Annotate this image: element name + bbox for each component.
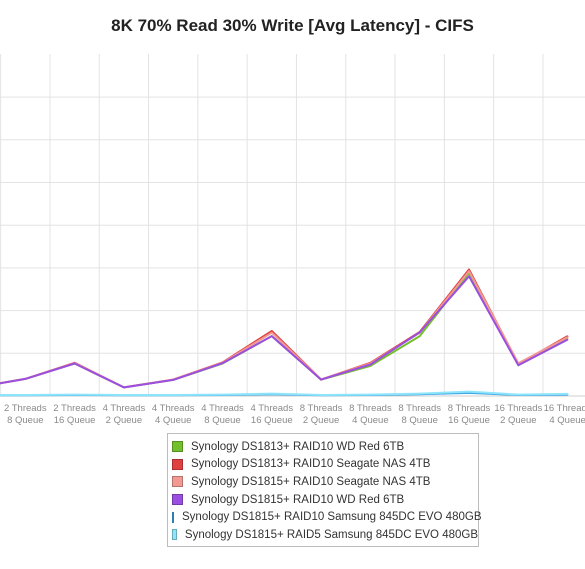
series-line-3: [0, 270, 569, 389]
data-point: [320, 378, 322, 381]
legend: Synology DS1813+ RAID10 WD Red 6TB Synolo…: [167, 433, 482, 547]
legend-swatch: [172, 476, 183, 488]
x-tick-label-queue: 16 Queue: [54, 415, 96, 426]
data-point: [566, 338, 569, 341]
data-point: [172, 394, 174, 396]
legend-label: Synology DS1813+ RAID10 Seagate NAS 4TB: [191, 458, 431, 471]
x-tick-label-threads: 4 Threads: [103, 403, 146, 414]
legend-swatch: [172, 441, 183, 453]
legend-label: Synology DS1813+ RAID10 WD Red 6TB: [191, 440, 405, 453]
x-tick-label-queue: 16 Queue: [448, 415, 490, 426]
x-tick-label-queue: 16 Queue: [251, 415, 293, 426]
x-tick-label-queue: 4 Queue: [155, 415, 191, 426]
x-tick-label-queue: 8 Queue: [204, 415, 240, 426]
legend-label: Synology DS1815+ RAID5 Samsung 845DC EVO…: [184, 528, 478, 541]
data-point: [221, 393, 224, 396]
x-tick-label-threads: 16 Threads: [494, 403, 542, 414]
x-tick-label-queue: 2 Queue: [500, 415, 536, 426]
x-tick-label-threads: 4 Threads: [250, 403, 293, 414]
series-line-4: [0, 275, 569, 389]
data-point: [24, 378, 27, 380]
data-point: [517, 393, 520, 396]
x-tick-label-queue: 2 Queue: [303, 415, 339, 426]
chart-title: 8K 70% Read 30% Write [Avg Latency] - CI…: [111, 16, 474, 35]
data-point: [418, 335, 421, 337]
x-tick-label-threads: 8 Threads: [448, 403, 491, 414]
x-tick-label-threads: 8 Threads: [300, 403, 343, 414]
x-tick-label-threads: 2 Threads: [53, 403, 96, 414]
data-point: [271, 331, 273, 334]
legend-item: Synology DS1815+ RAID5 Samsung 845DC EVO…: [172, 526, 478, 544]
x-tick-label-queue: 8 Queue: [7, 415, 43, 426]
x-tick-label-threads: 8 Threads: [349, 403, 392, 414]
legend-swatch: [172, 511, 174, 523]
legend-label: Synology DS1815+ RAID10 Seagate NAS 4TB: [191, 475, 431, 488]
legend-label: Synology DS1815+ RAID10 Samsung 845DC EV…: [182, 511, 482, 524]
data-point: [566, 393, 569, 395]
legend-swatch: [172, 458, 183, 470]
legend-item: Synology DS1813+ RAID10 Seagate NAS 4TB: [172, 456, 478, 474]
data-point: [271, 335, 273, 337]
x-tick-label-threads: 16 Threads: [544, 403, 585, 414]
data-point: [320, 394, 322, 396]
data-point: [468, 390, 470, 393]
x-tick-label-threads: 2 Threads: [4, 403, 47, 414]
data-point: [123, 386, 125, 389]
data-point: [517, 364, 520, 367]
x-tick-label-threads: 4 Threads: [201, 403, 244, 414]
x-tick-label-threads: 4 Threads: [152, 403, 195, 414]
data-point: [468, 275, 470, 278]
grid-layer: [0, 54, 585, 397]
x-tick-label-queue: 4 Queue: [352, 415, 388, 426]
series-line-1: [0, 271, 569, 389]
legend-item: Synology DS1815+ RAID10 Seagate NAS 4TB: [172, 473, 478, 491]
x-tick-label-queue: 4 Queue: [549, 415, 585, 426]
data-point: [468, 270, 470, 272]
legend-item: Synology DS1813+ RAID10 WD Red 6TB: [172, 438, 478, 456]
data-point: [468, 268, 470, 271]
data-point: [418, 331, 421, 334]
data-point: [73, 362, 76, 365]
series-line-6: [0, 390, 568, 396]
x-tick-label-threads: 8 Threads: [398, 403, 441, 414]
series-layer: [0, 268, 569, 397]
legend-item: Synology DS1815+ RAID10 WD Red 6TB: [172, 491, 478, 509]
data-point: [418, 392, 421, 395]
data-point: [221, 362, 224, 364]
data-point: [369, 393, 372, 396]
data-point: [271, 330, 273, 332]
legend-swatch: [172, 529, 177, 541]
legend-swatch: [172, 494, 183, 506]
legend-label: Synology DS1815+ RAID10 WD Red 6TB: [191, 493, 405, 506]
legend-item: Synology DS1815+ RAID10 Samsung 845DC EV…: [172, 508, 482, 526]
data-point: [123, 394, 125, 396]
data-point: [73, 393, 76, 396]
x-tick-label-queue: 8 Queue: [401, 415, 437, 426]
x-tick-label-queue: 2 Queue: [106, 415, 142, 426]
data-point: [566, 336, 569, 338]
data-point: [172, 379, 174, 381]
data-point: [24, 394, 27, 396]
data-point: [271, 392, 273, 395]
data-point: [369, 363, 372, 366]
